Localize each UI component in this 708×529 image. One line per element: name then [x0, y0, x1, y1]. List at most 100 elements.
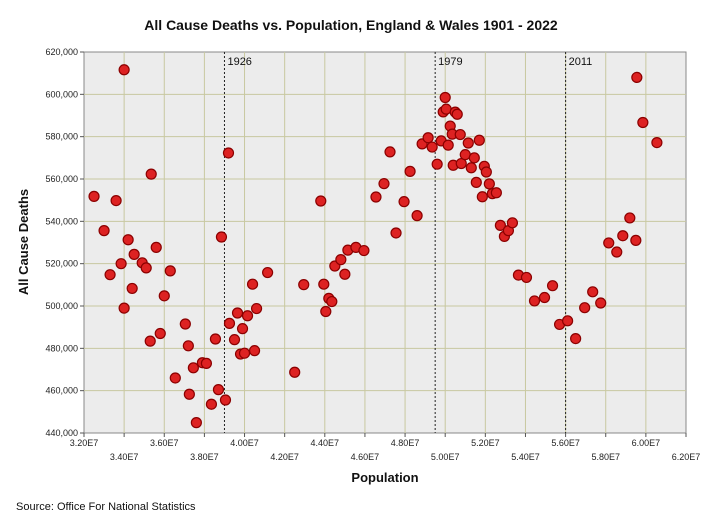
data-point: [404, 165, 416, 177]
plot-area: [83, 51, 687, 434]
x-tick-label: 6.00E7: [632, 438, 661, 448]
data-point: [318, 278, 330, 290]
data-point: [422, 132, 434, 144]
data-point: [150, 241, 162, 253]
x-tick-label: 3.80E7: [190, 452, 219, 462]
y-tick-label: 480,000: [45, 343, 78, 353]
data-point: [110, 194, 122, 207]
data-point: [158, 290, 170, 302]
data-point: [411, 210, 423, 222]
data-point: [439, 91, 451, 104]
data-point: [562, 315, 574, 327]
data-point: [187, 362, 199, 374]
data-point: [370, 191, 382, 203]
data-point: [144, 335, 156, 347]
data-point: [205, 398, 218, 410]
data-point: [431, 158, 443, 170]
data-point: [637, 116, 649, 129]
data-point: [200, 357, 213, 369]
data-point: [88, 190, 100, 202]
data-point: [442, 139, 454, 151]
data-point: [631, 71, 643, 84]
data-point: [154, 327, 166, 340]
y-tick-label: 560,000: [45, 174, 78, 184]
data-point: [183, 388, 195, 400]
x-axis-label: Population: [351, 470, 418, 485]
data-point: [579, 302, 591, 314]
data-point: [384, 146, 396, 158]
data-point: [320, 305, 332, 318]
data-point: [468, 152, 480, 164]
x-tick-label: 5.60E7: [551, 438, 580, 448]
data-point: [126, 282, 138, 295]
data-point: [238, 347, 251, 359]
data-point: [122, 234, 134, 246]
y-tick-label: 520,000: [45, 259, 78, 269]
data-point: [145, 168, 157, 180]
y-tick-label: 620,000: [45, 47, 78, 57]
x-tick-label: 3.60E7: [150, 438, 179, 448]
y-tick-label: 580,000: [45, 132, 78, 142]
data-point: [335, 254, 347, 266]
x-tick-label: 6.20E7: [672, 452, 701, 462]
data-point: [587, 286, 599, 298]
data-point: [169, 372, 181, 384]
x-tick-label: 4.80E7: [391, 438, 420, 448]
data-point: [398, 196, 410, 208]
data-point: [222, 147, 235, 159]
data-point: [164, 265, 176, 277]
data-point: [378, 178, 390, 190]
data-point: [246, 278, 259, 290]
data-point: [104, 269, 116, 281]
tick-labels: 3.20E7 3.40E7 3.60E7 3.80E7 4.00E7 4.20E7 4.40…: [45, 47, 700, 462]
data-point: [520, 271, 533, 284]
data-point: [115, 258, 127, 270]
data-point: [528, 295, 541, 307]
data-point: [223, 317, 236, 329]
grid-lines: [84, 52, 686, 433]
data-point: [506, 217, 519, 229]
chart-title: All Cause Deaths vs. Population, England…: [144, 17, 558, 33]
data-point: [118, 64, 130, 76]
data-point: [490, 187, 502, 199]
x-tick-label: 5.20E7: [471, 438, 500, 448]
y-tick-label: 600,000: [45, 89, 78, 99]
x-tick-label: 3.20E7: [70, 438, 99, 448]
data-point: [624, 212, 636, 224]
data-point: [611, 246, 623, 258]
data-point: [426, 141, 438, 153]
annotation-label-1979: 1979: [438, 56, 462, 68]
data-point: [212, 384, 225, 396]
y-tick-label: 440,000: [45, 428, 78, 438]
data-point: [248, 345, 261, 357]
data-point: [219, 394, 232, 406]
data-point: [128, 248, 140, 260]
y-axis-label: All Cause Deaths: [16, 189, 31, 295]
data-point: [570, 332, 582, 345]
annotation-label-1926: 1926: [227, 56, 251, 68]
y-tick-label: 540,000: [45, 216, 78, 226]
data-point: [228, 334, 241, 346]
x-tick-label: 5.80E7: [591, 452, 620, 462]
data-point: [494, 219, 506, 231]
data-point: [546, 280, 559, 292]
data-point: [118, 302, 130, 314]
data-point: [326, 295, 338, 308]
data-point: [231, 307, 244, 319]
x-tick-label: 4.00E7: [230, 438, 259, 448]
data-points: [88, 64, 663, 429]
data-point: [241, 310, 254, 322]
data-point: [179, 318, 191, 330]
data-point: [462, 137, 474, 149]
data-point: [538, 291, 551, 304]
annotation-label-2011: 2011: [569, 56, 593, 68]
data-point: [651, 136, 663, 149]
x-tick-label: 4.60E7: [351, 452, 380, 462]
data-point: [215, 231, 228, 243]
annotation-lines: 1926 1979 2011: [223, 52, 593, 433]
data-point: [358, 244, 370, 257]
data-point: [339, 268, 351, 280]
data-point: [262, 266, 274, 279]
x-tick-label: 4.40E7: [311, 438, 340, 448]
